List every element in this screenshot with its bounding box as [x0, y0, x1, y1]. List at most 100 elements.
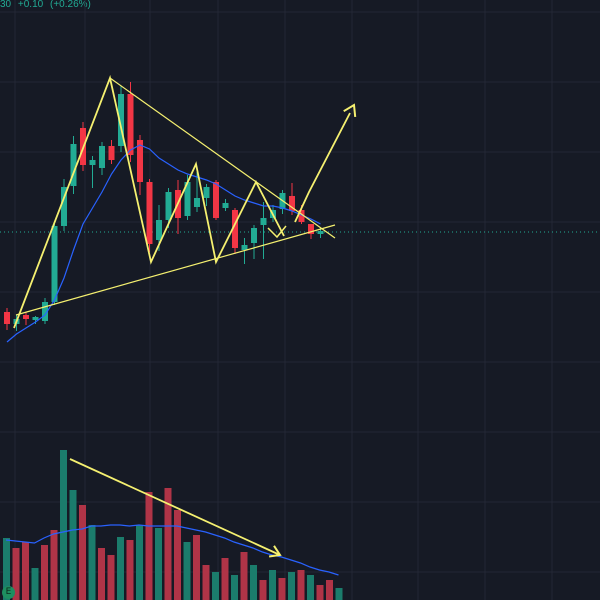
volume-pane [3, 450, 343, 600]
candle [194, 172, 200, 212]
candle-body [23, 315, 29, 319]
candle [260, 202, 267, 259]
candle-body [165, 192, 172, 220]
candle-body [308, 224, 314, 234]
price-change: +0.10 [17, 0, 44, 10]
candle-body [222, 203, 229, 208]
candle-body [89, 160, 96, 165]
volume-trend-arrow-head [268, 545, 282, 558]
volume-bar [202, 565, 210, 600]
candle-body [194, 198, 200, 207]
candle-body [260, 218, 267, 225]
candle-body [146, 182, 153, 244]
volume-bar [335, 588, 343, 600]
price-fragment: 30 [0, 0, 12, 10]
volume-bar [117, 537, 124, 600]
candle [137, 135, 143, 195]
candle-body [241, 245, 248, 250]
volume-bar [69, 490, 77, 600]
pullback-marker [267, 225, 287, 239]
breakout-arrow [294, 112, 351, 223]
volume-bar [297, 570, 305, 600]
volume-bar [307, 575, 314, 600]
volume-moving-average [5, 524, 339, 576]
candle-body [32, 317, 39, 320]
candle-body [251, 228, 257, 243]
zigzag-wave [13, 74, 285, 329]
candle [251, 225, 257, 259]
volume-bar [50, 530, 58, 600]
volume-bar [12, 548, 20, 600]
volume-bar [174, 510, 181, 600]
candle [23, 312, 29, 325]
candle [203, 184, 210, 206]
volume-bar [31, 568, 39, 600]
triangle-upper-trendline [109, 77, 336, 239]
candle [213, 180, 219, 220]
volume-bar [221, 558, 229, 600]
candle-body [51, 226, 58, 302]
volume-bar [79, 505, 86, 600]
candle-body [317, 231, 324, 234]
volume-bar [155, 528, 162, 600]
volume-bar [326, 580, 333, 600]
candle-body [298, 210, 305, 222]
volume-bar [231, 575, 238, 600]
candle [222, 199, 229, 211]
volume-bar [107, 555, 115, 600]
volume-trend-arrow [69, 458, 281, 556]
candle [99, 142, 105, 175]
volume-bar [136, 525, 143, 600]
price-change-percent: (+0.26%) [50, 0, 91, 10]
volume-bar [3, 538, 10, 600]
candle-body [99, 146, 105, 168]
volume-bar [22, 542, 29, 600]
volume-bar [88, 525, 96, 600]
volume-bar [60, 450, 67, 600]
volume-bar [316, 585, 324, 600]
price-header: 30 +0.10 (+0.26%) [0, 0, 95, 14]
candle-body [184, 182, 191, 216]
candle-body [127, 94, 134, 155]
candle [108, 140, 115, 164]
volume-bar [250, 565, 257, 600]
candle-body [213, 182, 219, 218]
brand-logo: E [2, 586, 15, 599]
candle [289, 183, 295, 215]
candle [70, 136, 77, 194]
candle [165, 188, 172, 228]
candle-body [289, 196, 295, 211]
breakout-arrow-head [343, 103, 357, 118]
candle-body [118, 94, 124, 146]
volume-bar [240, 552, 248, 600]
volume-bar [269, 570, 276, 600]
annotations [13, 74, 357, 558]
candle-body [108, 146, 115, 160]
candle [61, 179, 67, 231]
candle-body [203, 187, 210, 198]
candle [146, 179, 153, 252]
candle [127, 82, 134, 162]
candle-body [137, 140, 143, 182]
candle-body [70, 144, 77, 186]
volume-bar [164, 488, 172, 600]
candle-body [156, 220, 162, 240]
candle [51, 222, 58, 305]
candle-body [42, 302, 48, 321]
candle [232, 208, 238, 254]
volume-bar [98, 548, 105, 600]
triangle-lower-trendline [15, 224, 336, 316]
volume-bar [212, 572, 219, 600]
volume-bar [259, 580, 267, 600]
volume-bar [126, 540, 134, 600]
volume-bar [193, 535, 200, 600]
candle-body [4, 312, 10, 324]
volume-bar [41, 545, 48, 600]
candle [42, 298, 48, 324]
candle-body [232, 210, 238, 248]
candle-body [61, 187, 67, 226]
volume-bar [145, 492, 153, 600]
candle [89, 156, 96, 188]
